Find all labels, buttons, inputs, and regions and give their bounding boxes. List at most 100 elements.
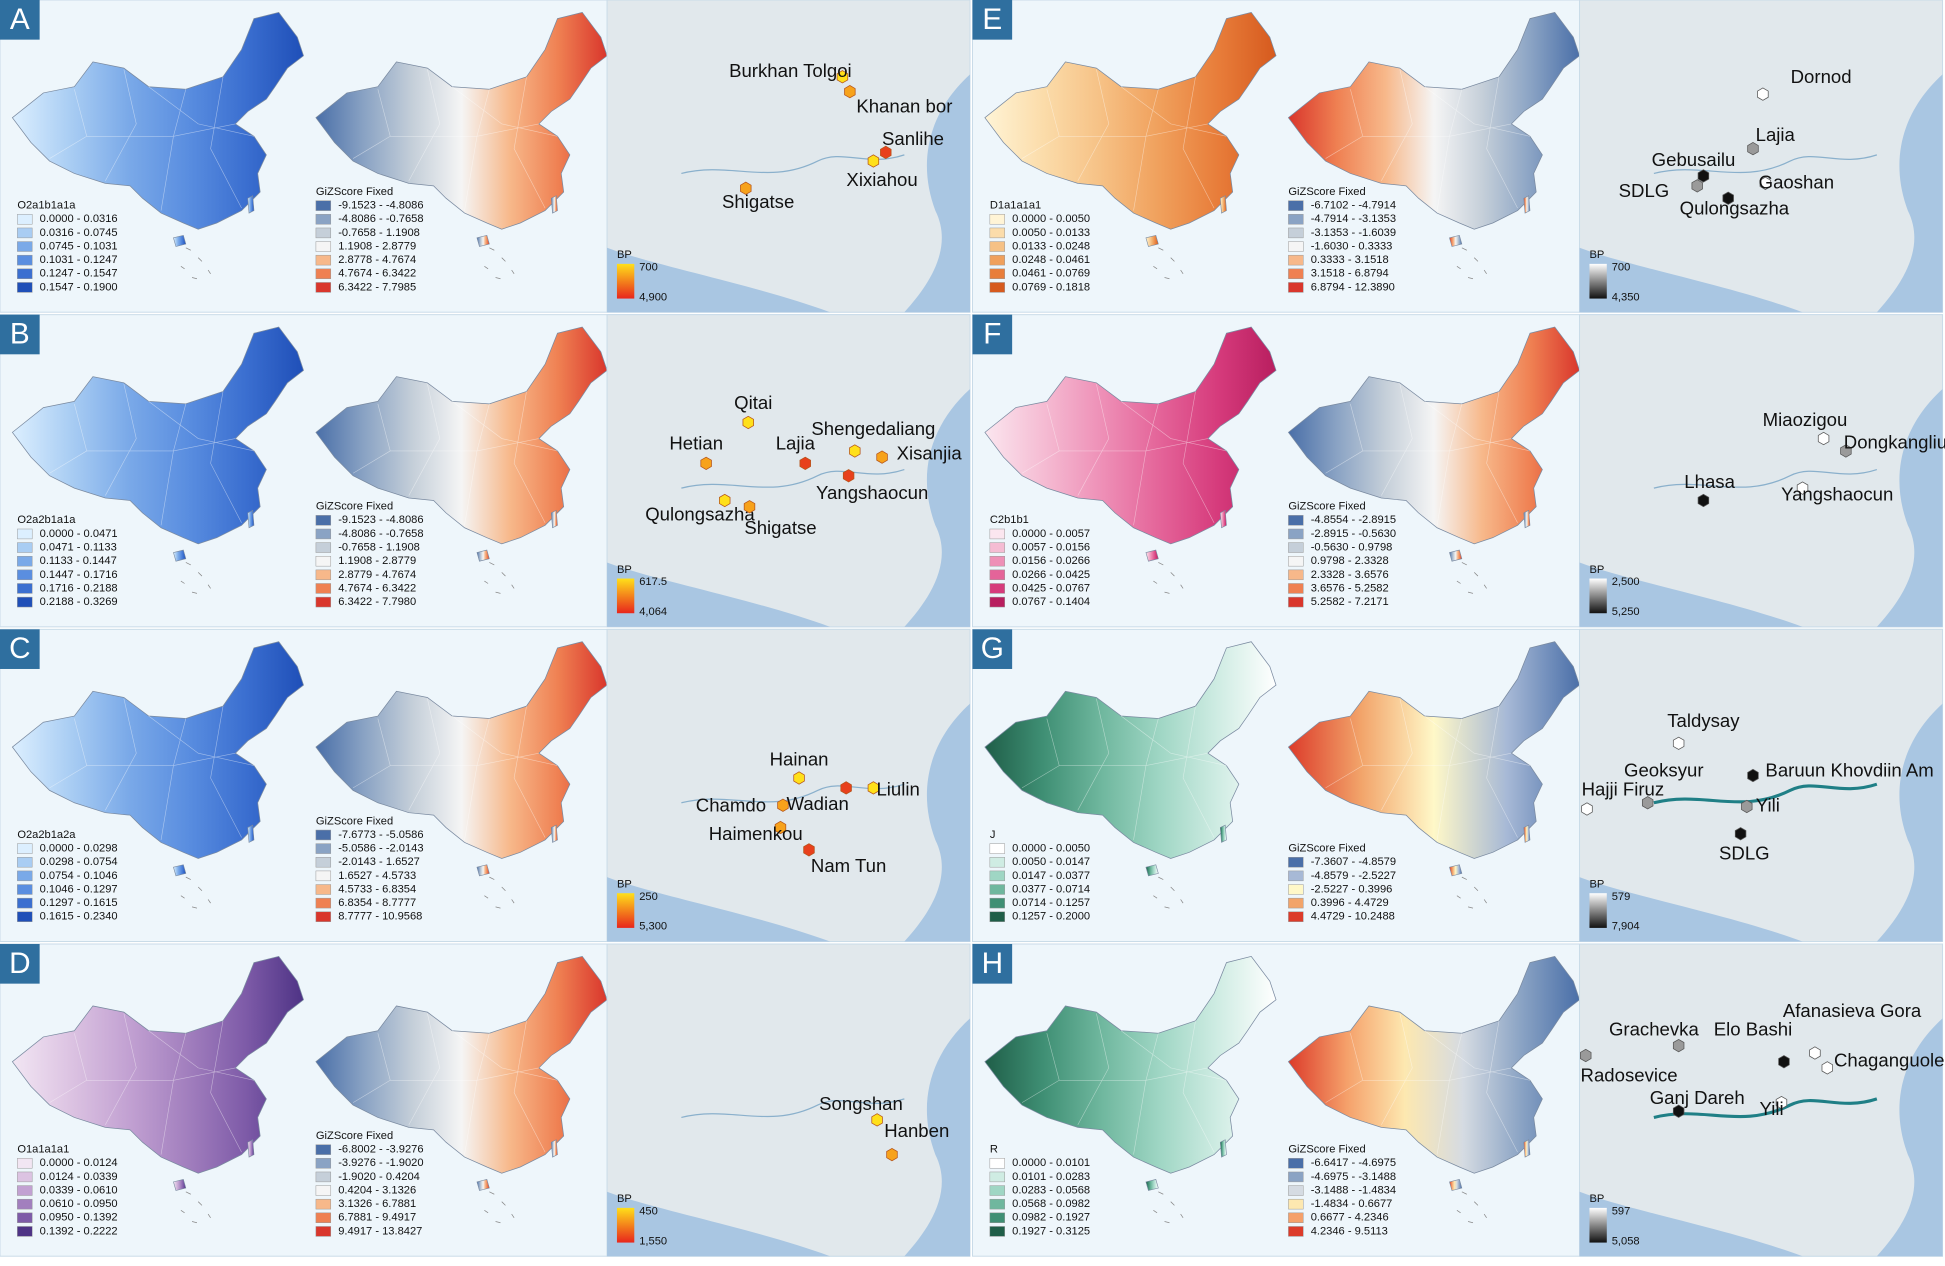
- bp-legend-title: BP: [1589, 564, 1604, 576]
- bp-legend-max: 4,064: [639, 606, 667, 618]
- site-marker: [1775, 1095, 1788, 1110]
- legend-label: 0.0425 - 0.0767: [1012, 582, 1090, 594]
- legend-swatch: [989, 870, 1005, 882]
- legend-label: 0.1547 - 0.1900: [40, 281, 118, 293]
- legend-swatch: [315, 515, 332, 526]
- legend-label: 0.0124 - 0.0339: [40, 1171, 118, 1183]
- legend-title: O2a2b1a1a: [17, 514, 76, 526]
- legend-title: GiZScore Fixed: [1288, 843, 1365, 855]
- legend-label: 4.2346 - 9.5113: [1311, 1225, 1388, 1237]
- site-marker: [1741, 799, 1753, 814]
- legend-label: -3.1353 - -1.6039: [1311, 227, 1396, 239]
- legend-swatch: [315, 200, 332, 211]
- legend-label: 0.1615 - 0.2340: [40, 911, 118, 923]
- legend-title: GiZScore Fixed: [316, 186, 393, 198]
- legend-swatch: [1288, 884, 1304, 895]
- site-marker: [700, 456, 712, 470]
- site-label: Nam Tun: [811, 855, 886, 876]
- bp-legend-title: BP: [1589, 1193, 1604, 1205]
- site-marker: [1757, 87, 1769, 101]
- legend-label: 0.0283 - 0.0568: [1012, 1184, 1090, 1196]
- legend-swatch: [1288, 1185, 1304, 1196]
- site-marker: [836, 70, 849, 84]
- legend-title: R: [990, 1144, 998, 1156]
- bp-legend-max: 4,350: [1612, 291, 1640, 303]
- site-label: Chamdo: [696, 794, 766, 815]
- site-marker: [799, 456, 811, 470]
- site-marker: [867, 781, 880, 795]
- site-map-background: [606, 314, 971, 628]
- legend-swatch: [1288, 1226, 1304, 1237]
- legend-swatch: [315, 542, 332, 553]
- legend-label: 2.3328 - 3.6576: [1311, 569, 1389, 581]
- site-label: Gebusailu: [1652, 149, 1736, 170]
- site-label: Yangshaocun: [1781, 483, 1893, 504]
- legend-swatch: [989, 1171, 1005, 1183]
- legend-swatch: [17, 542, 33, 553]
- river: [1653, 468, 1878, 489]
- site-marker: [1641, 796, 1654, 810]
- site-label: Shigatse: [744, 517, 816, 538]
- legend-swatch: [1288, 214, 1304, 225]
- site-marker: [1817, 431, 1830, 446]
- legend-swatch: [315, 282, 332, 293]
- legend-swatch: [315, 268, 332, 279]
- legend-swatch: [989, 241, 1005, 252]
- site-marker: [740, 181, 752, 195]
- bp-legend-min: 450: [639, 1206, 658, 1218]
- site-label: Yangshaocun: [816, 482, 928, 503]
- panel-letter: B: [10, 318, 30, 351]
- legend-label: 0.0050 - 0.0147: [1012, 856, 1090, 868]
- legend-label: 3.1326 - 6.7881: [338, 1198, 416, 1210]
- legend-swatch: [17, 1198, 33, 1210]
- site-label: Hanben: [884, 1120, 949, 1141]
- legend-label: 6.7881 - 9.4917: [338, 1212, 416, 1224]
- legend-swatch: [1288, 528, 1304, 540]
- site-label: Radosevice: [1581, 1064, 1678, 1085]
- legend-label: -4.8086 - -0.7658: [338, 213, 423, 225]
- legend-swatch: [1288, 555, 1304, 567]
- legend-title: C2b1b1: [990, 514, 1029, 526]
- site-marker: [1778, 1055, 1790, 1069]
- legend-label: 2.8779 - 4.7674: [338, 569, 416, 581]
- site-label: Shengedaliang: [811, 418, 935, 439]
- site-label: Yili: [1756, 794, 1780, 815]
- sea: [607, 1018, 971, 1257]
- legend-swatch: [17, 1226, 33, 1237]
- legend-title: GiZScore Fixed: [1288, 501, 1365, 513]
- bp-legend-min: 700: [639, 262, 658, 274]
- panel-letter-box: [972, 314, 1013, 355]
- legend-swatch: [1288, 870, 1304, 882]
- legend-label: -4.8579 - -2.5227: [1311, 870, 1396, 882]
- bp-legend-ramp: [616, 263, 635, 299]
- legend-title: O1a1a1a1: [17, 1144, 69, 1156]
- panel-letter: F: [983, 318, 1001, 351]
- legend-label: -6.8002 - -3.9276: [338, 1144, 423, 1156]
- legend-label: 8.7777 - 10.9568: [338, 911, 422, 923]
- bp-legend-min: 700: [1612, 262, 1631, 274]
- panel-letter-box: [0, 0, 40, 40]
- legend-title: GiZScore Fixed: [316, 501, 393, 513]
- legend-label: -0.7658 - 1.1908: [338, 227, 420, 239]
- bp-legend-min: 597: [1612, 1206, 1631, 1218]
- legend-label: 0.1133 - 0.1447: [40, 555, 117, 567]
- legend-swatch: [989, 254, 1005, 266]
- site-marker: [849, 444, 861, 458]
- legend-title: J: [990, 829, 996, 841]
- site-marker: [1672, 1038, 1685, 1053]
- legend-label: 0.3996 - 4.4729: [1311, 897, 1389, 909]
- site-label: Dongkangliu: [1844, 431, 1945, 452]
- legend-swatch: [1288, 241, 1304, 252]
- site-label: Shigatse: [722, 191, 794, 212]
- legend-label: 0.0000 - 0.0101: [1012, 1157, 1090, 1169]
- legend-title: GiZScore Fixed: [1288, 1144, 1365, 1156]
- bp-legend-max: 5,250: [1612, 606, 1640, 618]
- site-marker: [1734, 827, 1747, 841]
- panel-letter-box: [0, 944, 40, 984]
- legend-swatch: [1288, 857, 1304, 868]
- legend-label: 0.0339 - 0.0610: [40, 1184, 118, 1196]
- site-map-background: [606, 0, 971, 313]
